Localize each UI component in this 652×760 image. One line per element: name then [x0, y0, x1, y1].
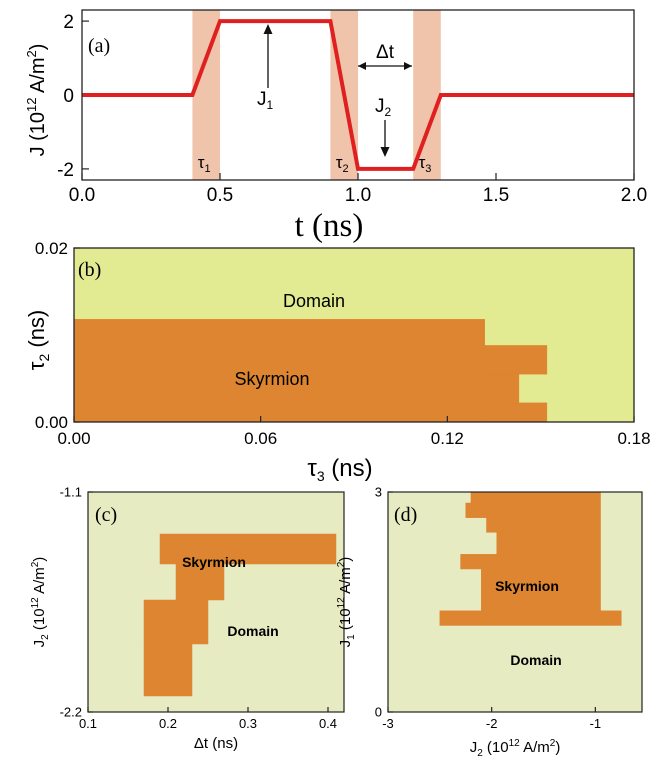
skyrmion-cell: [485, 403, 547, 422]
panel-b-skyrmion-label: Skyrmion: [234, 369, 309, 389]
panel-d-domain-label: Domain: [510, 652, 561, 668]
skyrmion-cell: [486, 518, 527, 533]
dt-annotation: Δt: [358, 42, 412, 70]
x-tick-label: 0.18: [617, 429, 650, 448]
x-tick-label: 0.3: [239, 716, 257, 731]
x-tick-label: 1.0: [345, 185, 371, 206]
x-tick-label: 0.4: [319, 716, 337, 731]
y-tick-label: -2.2: [60, 705, 82, 720]
y-tick-label: 2: [63, 12, 74, 33]
panel-d-x-axis-label: J2 (1012 A/m2): [470, 738, 561, 759]
skyrmion-cell: [466, 503, 518, 518]
panel-a-label: (a): [88, 35, 110, 57]
j2-label: J2: [375, 96, 392, 119]
x-tick-label: -3: [382, 716, 394, 731]
panel-b: 0.00 0.06 0.12 0.180.000.02 (b) Domain Skyr…: [24, 239, 651, 484]
panel-b-domain-label: Domain: [283, 291, 345, 311]
x-tick-label: 0.12: [431, 429, 464, 448]
y-tick-label: 0: [375, 705, 382, 720]
panel-c-label: (c): [95, 504, 117, 526]
j1-annotation: J1: [257, 24, 274, 112]
dt-label: Δt: [376, 42, 395, 63]
panel-b-skyrmion-region: [74, 319, 547, 422]
x-tick-label: 0.2: [159, 716, 177, 731]
panel-c-domain-label: Domain: [227, 623, 278, 639]
skyrmion-cell: [144, 600, 208, 644]
panel-b-y-axis-label: τ2 (ns): [24, 310, 52, 371]
panel-c: 0.1 0.2 0.3 0.4-2.2-1.1 (c) Skyrmion Domain…: [30, 485, 344, 752]
y-tick-label: 0.00: [35, 413, 68, 432]
x-tick-label: 0.0: [69, 185, 95, 206]
x-tick-label: 0.5: [207, 185, 233, 206]
skyrmion-cell: [485, 345, 547, 374]
panel-a-y-axis-label: J (1012 A/m2): [24, 44, 49, 157]
skyrmion-cell: [461, 554, 497, 569]
j2-annotation: J2: [375, 96, 392, 157]
panel-c-x-axis-label: Δt (ns): [194, 735, 238, 752]
x-tick-label: -1: [590, 716, 602, 731]
y-tick-label: 3: [375, 485, 382, 500]
x-tick-label: -2: [486, 716, 498, 731]
skyrmion-cell: [144, 644, 192, 696]
x-tick-label: 1.5: [483, 185, 509, 206]
panel-c-domain-background: [88, 492, 344, 712]
panel-c-y-axis-label: J2 (1012 A/m2): [30, 557, 51, 648]
j1-label: J1: [257, 89, 274, 112]
y-tick-label: 0.02: [35, 239, 68, 258]
panel-d-skyrmion-label: Skyrmion: [495, 578, 559, 594]
panel-b-x-axis-label: τ3 (ns): [307, 455, 372, 484]
x-tick-label: 2.0: [621, 185, 647, 206]
skyrmion-cell: [440, 611, 621, 626]
panel-d-y-axis-label: J1 (1012 A/m2): [336, 557, 357, 648]
x-tick-label: 0.06: [244, 429, 277, 448]
skyrmion-cell: [485, 374, 519, 403]
panel-b-label: (b): [78, 259, 101, 281]
y-tick-label: -2: [57, 160, 74, 181]
skyrmion-cell: [471, 492, 528, 503]
pulse-rise-fall-regions: τ1 τ2 τ3: [192, 10, 440, 180]
skyrmion-cell: [497, 532, 518, 554]
y-tick-label: -1.1: [60, 485, 82, 500]
panel-a-x-axis-label: t (ns): [295, 208, 364, 244]
panel-c-skyrmion-label: Skyrmion: [182, 554, 246, 570]
panel-d-label: (d): [394, 504, 417, 526]
y-tick-label: 0: [63, 86, 74, 107]
panel-a: τ1 τ2 τ3 0.0 0.5 1.0 1.5 2.0 -2 0 2 (a) J (1012 A…: [24, 10, 647, 244]
panel-d: -3 -2 -1 0 3 (d) Skyrmion Domain J1 (1012 A/…: [336, 485, 642, 759]
